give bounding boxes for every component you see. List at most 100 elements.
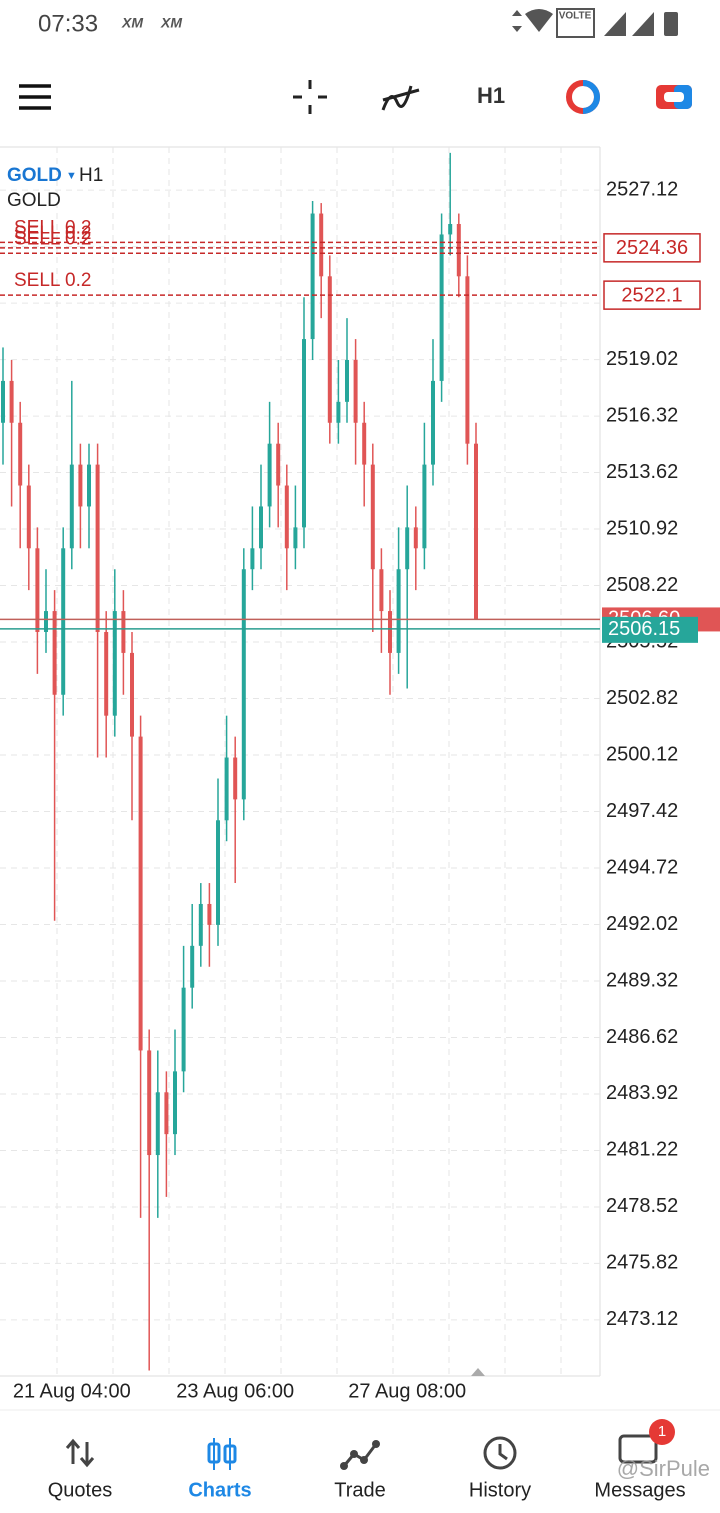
watermark: @SirPule bbox=[617, 1456, 710, 1481]
y-tick-label: 2494.72 bbox=[606, 856, 678, 878]
order-price: 2522.1 bbox=[621, 284, 682, 306]
carrier: XM bbox=[121, 15, 143, 31]
nav-item[interactable]: Quotes bbox=[48, 1479, 112, 1501]
candle-body bbox=[267, 443, 272, 507]
candle-body bbox=[224, 757, 229, 821]
plot bbox=[0, 152, 600, 1371]
y-tick-label: 2516.32 bbox=[606, 404, 678, 426]
y-tick-label: 2473.12 bbox=[606, 1308, 678, 1330]
chart-timeframe: H1 bbox=[79, 165, 103, 186]
y-tick-label: 2478.52 bbox=[606, 1195, 678, 1217]
candle-body bbox=[241, 569, 246, 800]
candle-body bbox=[112, 611, 117, 716]
carrier: XM bbox=[160, 15, 182, 31]
candle-body bbox=[61, 548, 66, 695]
y-tick-label: 2483.92 bbox=[606, 1082, 678, 1104]
nav-item[interactable]: Messages bbox=[594, 1479, 685, 1501]
candle-body bbox=[147, 1050, 152, 1156]
candle-body bbox=[78, 464, 83, 507]
candle-body bbox=[138, 736, 143, 1051]
candle-body bbox=[370, 464, 375, 570]
candle-body bbox=[1, 380, 5, 423]
candle-body bbox=[448, 223, 453, 235]
timeframe-button[interactable]: H1 bbox=[477, 83, 505, 108]
status-icons: VOLTE bbox=[512, 8, 678, 38]
y-tick-label: 2489.32 bbox=[606, 969, 678, 991]
candle-body bbox=[345, 359, 349, 402]
messages-badge: 1 bbox=[658, 1423, 666, 1440]
candle-body bbox=[431, 380, 435, 465]
candle-body bbox=[35, 548, 40, 632]
y-tick-label: 2475.82 bbox=[606, 1252, 678, 1274]
nav-item[interactable]: History bbox=[469, 1479, 531, 1501]
candle-body bbox=[69, 464, 74, 549]
candle-body bbox=[327, 276, 332, 423]
bid-tag bbox=[602, 616, 698, 643]
order-label[interactable]: SELL 0.2 bbox=[14, 217, 91, 238]
nav-icons bbox=[65, 1419, 675, 1470]
candle-body bbox=[405, 527, 410, 570]
candle-body bbox=[164, 1092, 169, 1135]
network: VOLTE bbox=[559, 11, 592, 22]
candle-body bbox=[259, 506, 263, 549]
candle-body bbox=[439, 234, 444, 381]
x-tick-label: 23 Aug 06:00 bbox=[176, 1380, 294, 1402]
order-label[interactable]: SELL 0.2 bbox=[14, 270, 91, 291]
y-tick-label: 2527.12 bbox=[606, 178, 678, 200]
candle-body bbox=[216, 820, 220, 925]
order-price-tag bbox=[603, 280, 701, 310]
candle-body bbox=[52, 611, 57, 695]
nav-item[interactable]: Trade bbox=[334, 1479, 386, 1501]
candle-body bbox=[276, 443, 281, 486]
y-tick-label: 2519.02 bbox=[606, 348, 678, 370]
symbol-description: GOLD bbox=[7, 190, 61, 211]
candle-body bbox=[250, 548, 255, 570]
candle-body bbox=[233, 757, 238, 800]
scroll-marker[interactable] bbox=[471, 1368, 485, 1376]
candle-body bbox=[302, 339, 306, 528]
candle-body bbox=[310, 213, 315, 340]
symbol[interactable]: GOLD bbox=[7, 165, 62, 186]
candle-body bbox=[44, 611, 48, 632]
x-tick-label: 21 Aug 04:00 bbox=[13, 1380, 131, 1402]
x-tick-label: 27 Aug 08:00 bbox=[348, 1380, 466, 1402]
candle-body bbox=[413, 527, 418, 549]
candle-body bbox=[284, 485, 289, 549]
candle-body bbox=[422, 464, 427, 549]
status-time: 07:33 bbox=[38, 10, 98, 37]
candle-body bbox=[95, 464, 100, 632]
candle-body bbox=[104, 631, 109, 716]
nav-item[interactable]: Charts bbox=[188, 1479, 251, 1501]
candle-body bbox=[388, 611, 392, 653]
candle-body bbox=[465, 276, 470, 444]
candle-body bbox=[353, 359, 358, 423]
candle-body bbox=[456, 223, 461, 277]
candle-body bbox=[121, 611, 126, 653]
candle-body bbox=[155, 1092, 160, 1156]
objects-button[interactable] bbox=[566, 80, 600, 114]
candle-body bbox=[130, 652, 134, 737]
symbol-dropdown[interactable]: ▼ bbox=[66, 170, 77, 182]
menu-button[interactable] bbox=[19, 84, 51, 110]
candle-body bbox=[9, 380, 14, 423]
candle-body bbox=[18, 422, 23, 486]
order-price: 2524.36 bbox=[616, 237, 688, 259]
indicators-button[interactable] bbox=[381, 85, 420, 111]
toolbar: H1 bbox=[19, 80, 692, 114]
candle-body bbox=[379, 569, 384, 612]
y-tick-label: 2492.02 bbox=[606, 913, 678, 935]
candle-body bbox=[336, 401, 341, 423]
order-label[interactable]: SELL 0.2 bbox=[14, 228, 91, 249]
bid-price: 2506.15 bbox=[608, 618, 680, 640]
y-tick-label: 2481.22 bbox=[606, 1139, 678, 1161]
order-price-tag bbox=[603, 233, 701, 263]
trade-button[interactable] bbox=[656, 85, 692, 109]
candle-body bbox=[396, 569, 401, 653]
candle-body bbox=[474, 443, 478, 620]
order-label[interactable]: SELL 0.2 bbox=[14, 223, 91, 244]
candle-body bbox=[173, 1071, 177, 1135]
crosshair-button[interactable] bbox=[293, 80, 327, 114]
chart-frame bbox=[0, 146, 601, 1377]
